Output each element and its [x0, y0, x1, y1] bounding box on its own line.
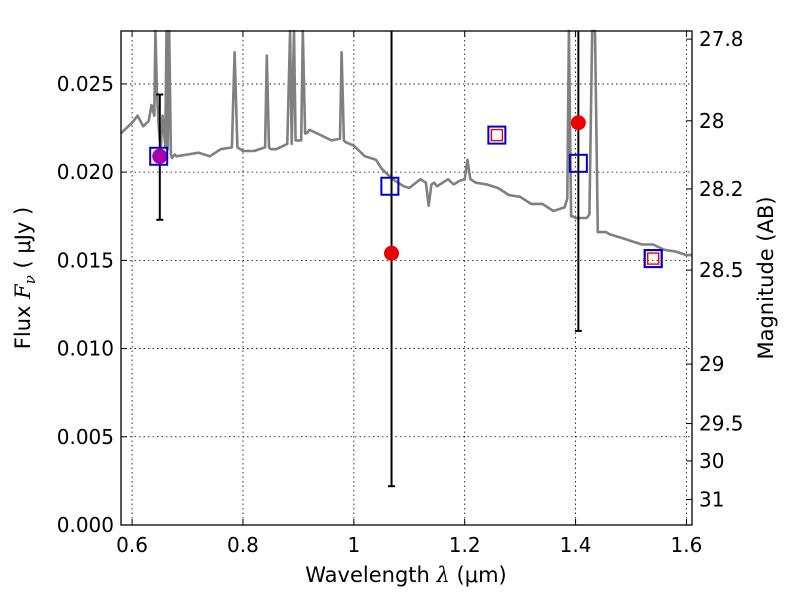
y-tick-label: 0.015	[57, 248, 114, 272]
y-tick-label: 0.025	[57, 72, 114, 96]
y2-tick-label: 28.2	[699, 177, 744, 201]
x-tick-label: 1.4	[560, 533, 592, 557]
y-tick-label: 0.005	[57, 425, 114, 449]
x-tick-label: 1	[347, 533, 360, 557]
observed-model-overlap-point	[152, 148, 168, 164]
y2-tick-label: 28	[699, 109, 724, 133]
x-axis-label-symbol: λ	[436, 563, 450, 587]
y-axis-label-subscript: ν	[21, 275, 39, 284]
x-tick-label: 0.8	[227, 533, 259, 557]
x-tick-label: 1.6	[671, 533, 703, 557]
y2-tick-label: 31	[699, 487, 724, 511]
y2-tick-label: 27.8	[699, 27, 744, 51]
y-tick-label: 0.010	[57, 337, 114, 361]
y2-tick-label: 30	[699, 449, 724, 473]
error-bars	[156, 31, 582, 488]
y2-tick-label: 29	[699, 352, 724, 376]
upper-limit-outer-square	[643, 249, 663, 269]
x-tick-label: 0.6	[116, 533, 148, 557]
y-tick-label: 0.020	[57, 160, 114, 184]
data-markers	[149, 115, 663, 269]
y-axis-label-symbol: F	[11, 283, 35, 300]
x-axis-label-unit: (μm)	[457, 563, 507, 587]
x-axis-label-prefix: Wavelength	[305, 563, 430, 587]
axis-ticks: 0.6 0.8 1 1.2 1.4 1.6 0.000 0.005 0.010 0.015 0.02…	[57, 27, 744, 557]
upper-limit-inner-square	[490, 128, 504, 142]
model-point	[568, 153, 588, 173]
upper-limit-inner-square	[646, 252, 660, 265]
y2-tick-label: 28.5	[699, 258, 744, 282]
model-point	[149, 146, 169, 166]
y2-tick-label: 29.5	[699, 412, 744, 436]
plot-frame	[120, 30, 693, 526]
model-spectrum	[120, 29, 692, 257]
y-axis-label: Flux Fν ( μJy )	[11, 207, 39, 349]
observed-point	[384, 245, 400, 261]
grid	[121, 31, 692, 526]
y-tick-label: 0.000	[57, 513, 114, 537]
x-axis-label: Wavelength λ (μm)	[305, 563, 506, 587]
x-tick-label: 1.2	[449, 533, 481, 557]
observed-point	[570, 115, 586, 131]
model-spectrum-line	[120, 29, 692, 257]
y2-axis-label: Magnitude (AB)	[754, 196, 778, 359]
y-axis-label-prefix: Flux	[11, 306, 35, 350]
upper-limit-outer-square	[487, 125, 507, 145]
model-point	[380, 176, 400, 196]
y-axis-label-unit: ( μJy )	[11, 207, 35, 269]
